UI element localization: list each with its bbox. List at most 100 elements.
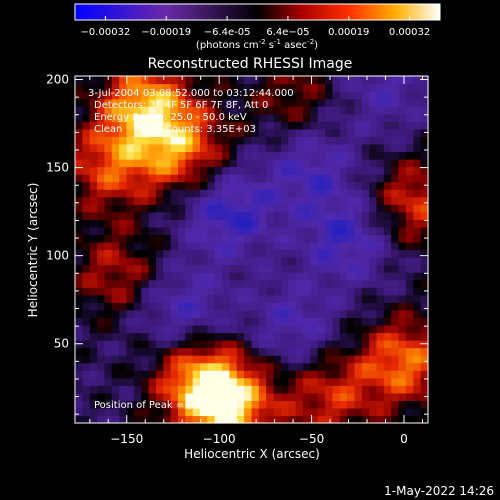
heatmap-cell xyxy=(133,407,142,417)
heatmap-cell xyxy=(251,332,260,341)
heatmap-cell xyxy=(155,143,164,153)
heatmap-cell xyxy=(302,347,311,356)
heatmap-cell xyxy=(222,302,231,311)
heatmap-cell xyxy=(236,377,245,386)
heatmap-cell xyxy=(273,392,282,401)
heatmap-cell xyxy=(391,287,400,296)
heatmap-cell xyxy=(229,392,238,401)
heatmap-cell xyxy=(119,347,128,356)
heatmap-cell xyxy=(280,113,289,122)
heatmap-cell xyxy=(376,136,385,145)
heatmap-cell xyxy=(200,377,208,386)
heatmap-cell xyxy=(325,355,333,364)
heatmap-cell xyxy=(391,317,400,326)
heatmap-cell xyxy=(236,241,245,251)
heatmap-cell xyxy=(325,151,333,160)
heatmap-cell xyxy=(214,234,223,243)
heatmap-cell xyxy=(302,309,311,318)
heatmap-cell xyxy=(369,106,378,115)
heatmap-cell xyxy=(155,377,164,386)
heatmap-cell xyxy=(332,211,341,220)
heatmap-cell xyxy=(82,136,91,145)
heatmap-cell xyxy=(82,226,91,236)
heatmap-cell xyxy=(332,158,341,168)
heatmap-cell xyxy=(273,181,282,190)
heatmap-cell xyxy=(185,219,194,228)
heatmap-cell xyxy=(405,219,414,228)
heatmap-cell xyxy=(361,294,370,303)
heatmap-cell xyxy=(339,158,348,168)
heatmap-cell xyxy=(325,166,333,175)
heatmap-cell xyxy=(200,347,208,356)
annotation-time-range: 3-Jul-2004 03:08:52.000 to 03:12:44.000 xyxy=(88,88,294,99)
heatmap-cell xyxy=(229,158,238,168)
heatmap-cell xyxy=(200,332,208,341)
heatmap-cell xyxy=(141,324,150,334)
heatmap-cell xyxy=(420,279,429,288)
heatmap-cell xyxy=(89,91,98,100)
heatmap-cell xyxy=(302,83,311,92)
heatmap-cell xyxy=(185,211,194,220)
heatmap-cell xyxy=(420,121,429,130)
heatmap-cell xyxy=(391,279,400,288)
heatmap-cell xyxy=(369,98,378,107)
heatmap-cell xyxy=(170,279,179,288)
heatmap-cell xyxy=(119,106,128,115)
heatmap-cell xyxy=(413,83,422,92)
heatmap-cell xyxy=(347,98,356,107)
heatmap-cell xyxy=(229,241,238,251)
heatmap-cell xyxy=(302,166,311,175)
heatmap-cell xyxy=(155,196,164,205)
heatmap-cell xyxy=(207,377,216,386)
heatmap-cell xyxy=(354,370,363,379)
heatmap-cell xyxy=(126,189,135,198)
heatmap-cell xyxy=(339,234,348,243)
heatmap-cell xyxy=(177,121,186,130)
heatmap-cell xyxy=(280,309,289,318)
heatmap-cell xyxy=(177,279,186,288)
heatmap-cell xyxy=(133,309,142,318)
heatmap-cell xyxy=(361,272,370,281)
heatmap-cell xyxy=(126,113,135,122)
heatmap-cell xyxy=(222,128,231,137)
heatmap-cell xyxy=(75,332,83,341)
heatmap-cell xyxy=(369,226,378,236)
heatmap-cell xyxy=(251,219,260,228)
heatmap-cell xyxy=(398,385,407,394)
heatmap-cell xyxy=(244,181,253,190)
heatmap-cell xyxy=(192,355,201,364)
heatmap-cell xyxy=(295,362,304,371)
heatmap-cell xyxy=(222,332,231,341)
heatmap-cell xyxy=(148,121,157,130)
heatmap-cell xyxy=(376,264,385,273)
heatmap-cell xyxy=(295,257,304,266)
heatmap-cell xyxy=(317,128,326,137)
heatmap-cell xyxy=(111,279,120,288)
heatmap-cell xyxy=(405,121,414,130)
heatmap-cell xyxy=(266,121,275,130)
heatmap-cell xyxy=(332,309,341,318)
heatmap-cell xyxy=(163,121,172,130)
heatmap-cell xyxy=(148,377,157,386)
heatmap-cell xyxy=(361,317,370,326)
heatmap-cell xyxy=(192,400,201,409)
heatmap-cell xyxy=(185,158,194,168)
heatmap-cell xyxy=(317,106,326,115)
heatmap-cell xyxy=(200,204,208,213)
heatmap-cell xyxy=(339,407,348,417)
heatmap-cell xyxy=(133,392,142,401)
heatmap-cell xyxy=(141,407,150,417)
heatmap-cell xyxy=(266,317,275,326)
heatmap-cell xyxy=(332,415,341,424)
heatmap-cell xyxy=(361,355,370,364)
heatmap-cell xyxy=(376,302,385,311)
heatmap-cell xyxy=(295,415,304,424)
heatmap-cell xyxy=(325,158,333,168)
heatmap-cell xyxy=(391,324,400,334)
heatmap-cell xyxy=(376,294,385,303)
heatmap-cell xyxy=(273,158,282,168)
heatmap-cell xyxy=(361,332,370,341)
heatmap-cell xyxy=(317,370,326,379)
heatmap-cell xyxy=(280,370,289,379)
heatmap-cell xyxy=(391,204,400,213)
